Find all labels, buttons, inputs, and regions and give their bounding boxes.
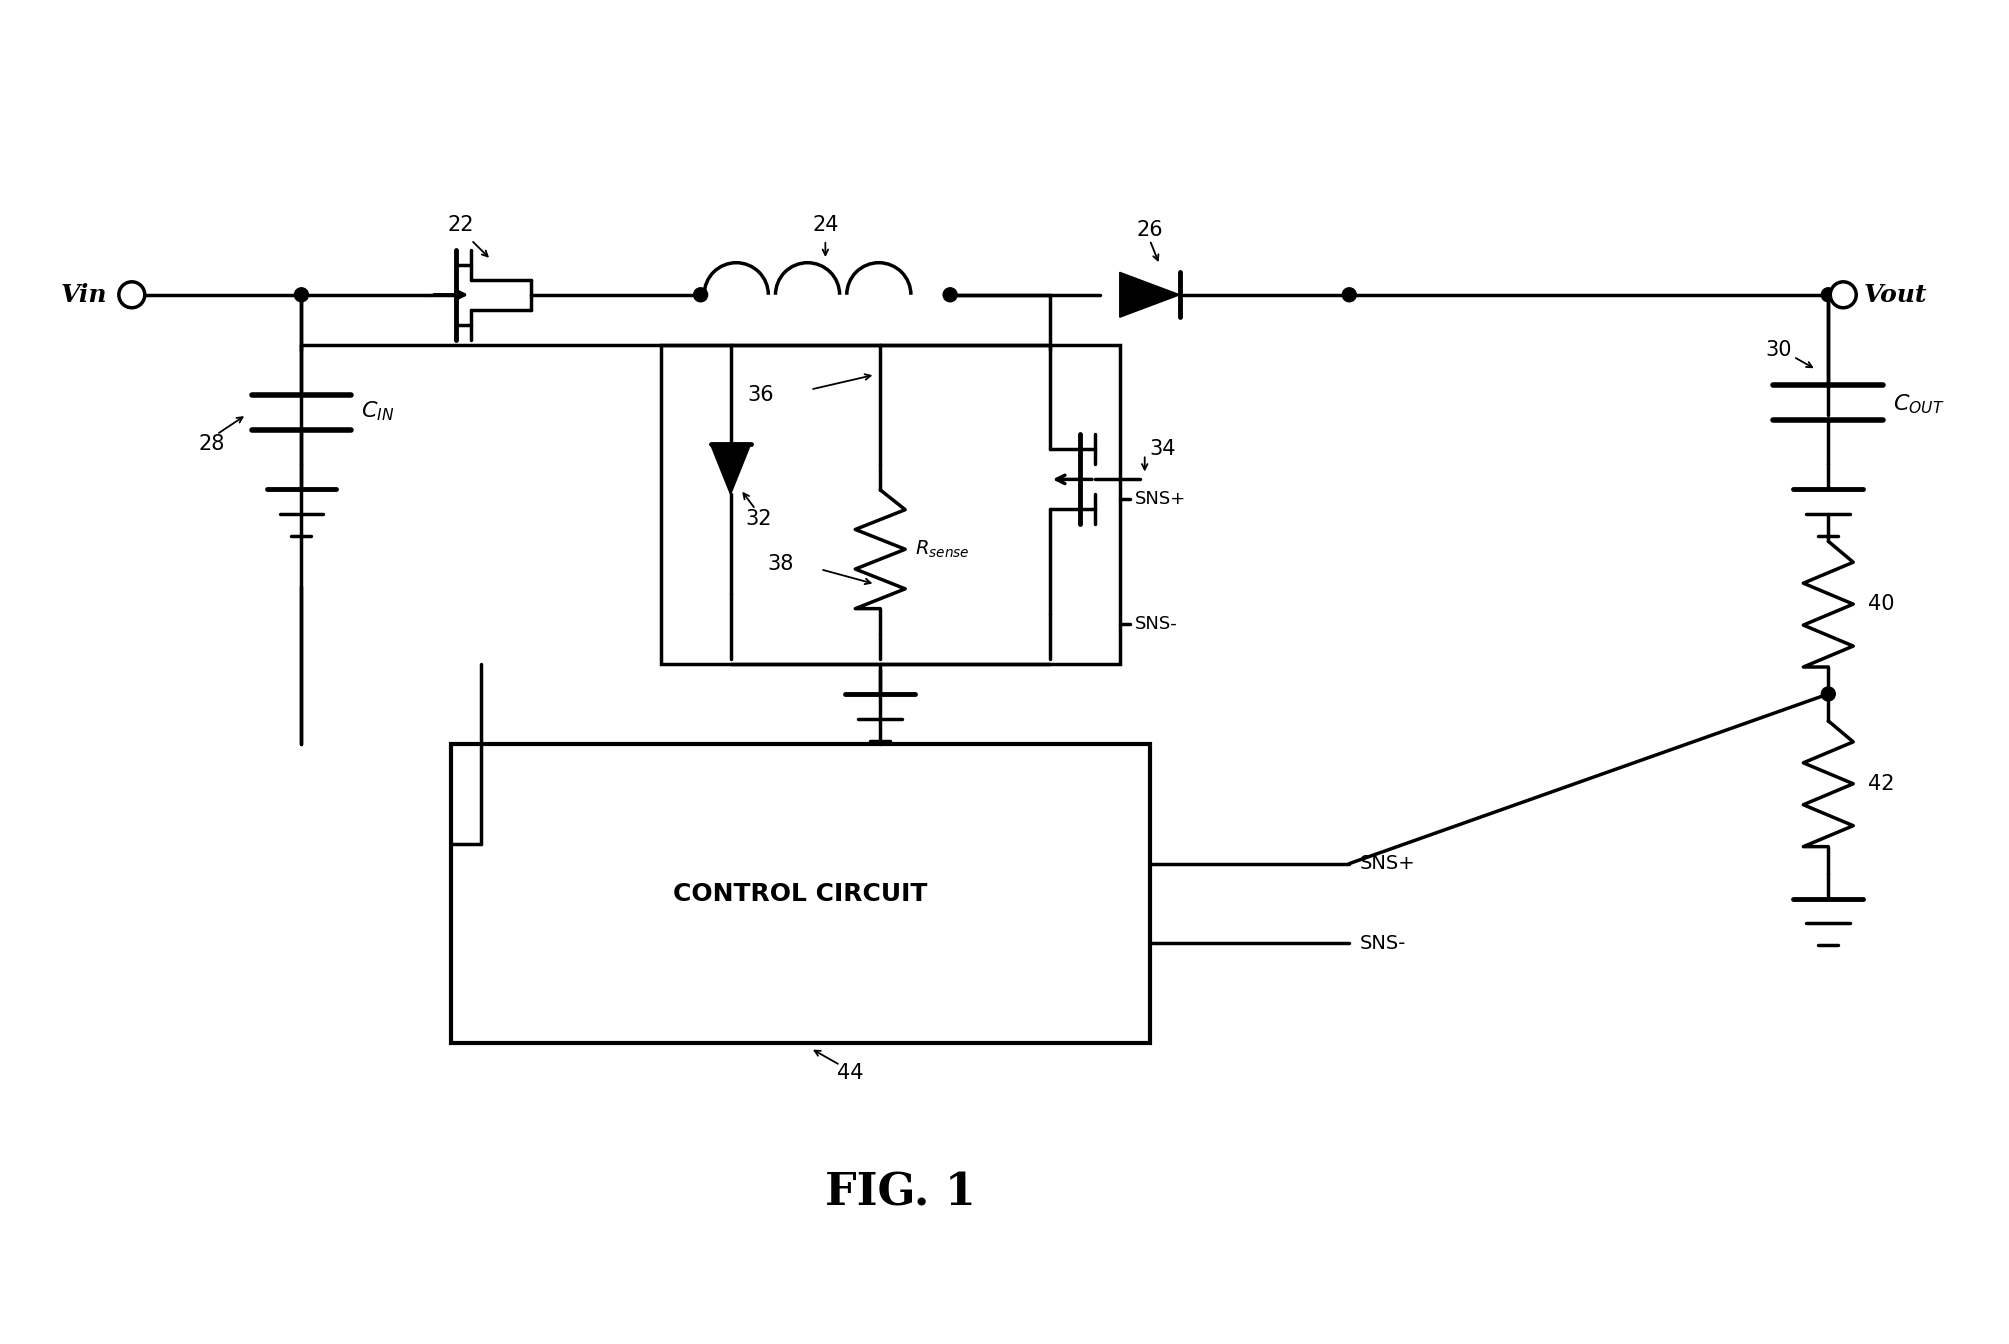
Text: Vin: Vin (60, 282, 106, 306)
Circle shape (119, 282, 145, 308)
Text: SNS-: SNS- (1135, 616, 1177, 633)
Circle shape (1822, 288, 1836, 302)
Text: 26: 26 (1137, 220, 1163, 241)
Text: SNS+: SNS+ (1135, 491, 1185, 508)
Text: 28: 28 (199, 434, 225, 454)
Text: 24: 24 (812, 215, 838, 235)
Text: 44: 44 (838, 1063, 864, 1083)
Text: 36: 36 (747, 384, 773, 405)
Polygon shape (711, 445, 751, 495)
Circle shape (295, 288, 309, 302)
Text: FIG. 1: FIG. 1 (826, 1172, 976, 1215)
Text: 40: 40 (1868, 594, 1894, 614)
Text: 32: 32 (745, 509, 771, 530)
Text: $C_{OUT}$: $C_{OUT}$ (1892, 392, 1945, 417)
Text: 30: 30 (1766, 340, 1792, 360)
Text: SNS+: SNS+ (1360, 853, 1414, 874)
Text: $R_{sense}$: $R_{sense}$ (916, 539, 970, 560)
Bar (661, 344, 1119, 664)
Text: Vout: Vout (1862, 282, 1927, 306)
Text: 38: 38 (767, 554, 794, 574)
Circle shape (1830, 282, 1856, 308)
Circle shape (693, 288, 707, 302)
Circle shape (1342, 288, 1356, 302)
Text: 34: 34 (1149, 439, 1175, 460)
Text: $C_{IN}$: $C_{IN}$ (362, 399, 394, 423)
Circle shape (1822, 687, 1836, 702)
Polygon shape (1119, 273, 1179, 317)
Text: 22: 22 (448, 215, 474, 235)
Circle shape (942, 288, 956, 302)
Bar (452, 743, 1149, 1043)
Text: CONTROL CIRCUIT: CONTROL CIRCUIT (673, 882, 928, 906)
Text: 42: 42 (1868, 774, 1894, 794)
Text: SNS-: SNS- (1360, 934, 1406, 953)
